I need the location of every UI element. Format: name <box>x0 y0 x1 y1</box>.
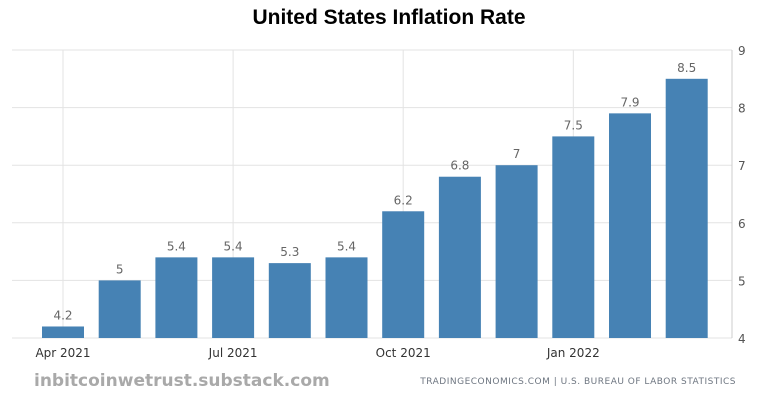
bar <box>212 257 255 338</box>
data-label: 6.2 <box>394 193 413 207</box>
bar <box>382 211 425 338</box>
data-label: 7.5 <box>564 118 583 132</box>
bar <box>438 176 481 338</box>
bar <box>155 257 198 338</box>
watermark-text: inbitcoinwetrust.substack.com <box>34 371 330 391</box>
data-label: 5.4 <box>224 239 243 253</box>
data-label: 8.5 <box>677 61 696 75</box>
source-text: TRADINGECONOMICS.COM | U.S. BUREAU OF LA… <box>420 377 736 387</box>
bar <box>495 165 538 338</box>
y-tick-label: 8 <box>738 102 746 116</box>
data-label: 5 <box>116 262 124 276</box>
x-tick-label: Jul 2021 <box>208 346 258 360</box>
y-tick-label: 4 <box>738 332 746 346</box>
bar <box>98 280 141 338</box>
bar <box>325 257 368 338</box>
data-label: 7 <box>513 147 521 161</box>
data-label: 6.8 <box>450 159 469 173</box>
x-tick-label: Apr 2021 <box>35 346 90 360</box>
data-label: 5.4 <box>337 239 356 253</box>
y-tick-label: 6 <box>738 217 746 231</box>
x-tick-label: Jan 2022 <box>546 346 600 360</box>
bar <box>609 113 651 338</box>
data-label: 5.4 <box>167 239 186 253</box>
data-label: 4.2 <box>53 308 72 322</box>
bar <box>665 78 708 339</box>
bar <box>552 136 595 338</box>
y-tick-label: 9 <box>738 44 746 58</box>
bar <box>268 263 311 338</box>
y-tick-label: 7 <box>738 159 746 173</box>
x-tick-label: Oct 2021 <box>376 346 431 360</box>
y-tick-label: 5 <box>738 274 746 288</box>
chart-title: United States Inflation Rate <box>252 6 526 29</box>
data-label: 7.9 <box>620 95 639 109</box>
bar <box>42 326 84 338</box>
data-label: 5.3 <box>280 245 299 259</box>
